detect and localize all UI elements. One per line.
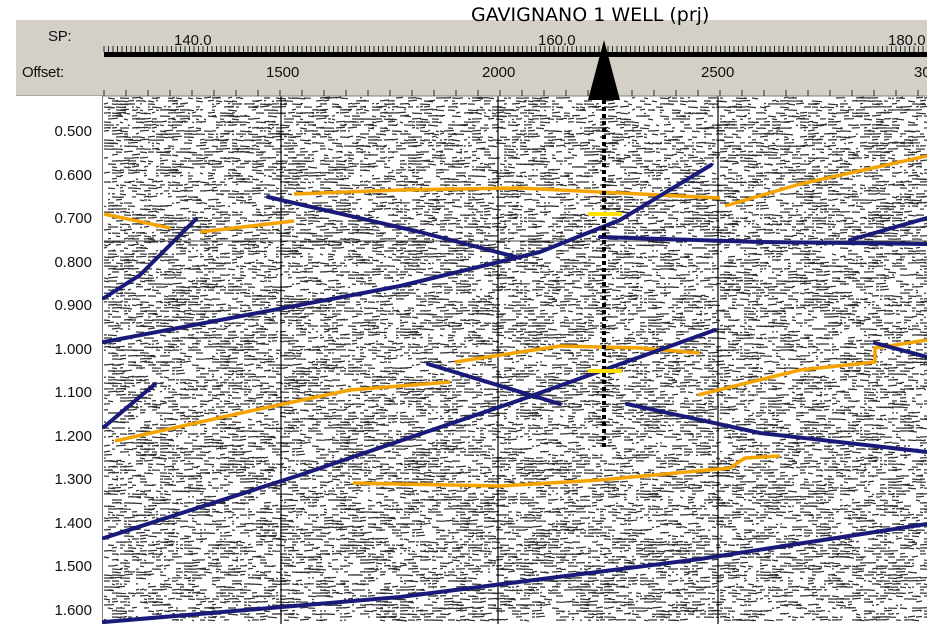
offset-tick-label: 2000 [482,64,516,81]
seismic-noise-texture [103,96,927,622]
horizon-line [199,219,295,234]
sp-ruler-ticks [103,46,924,52]
time-tick-label: 0.500 [54,123,92,140]
horizon-line [352,454,781,488]
offset-tick-label: 30 [914,64,927,81]
fault-line [625,402,927,454]
sp-tick-label: 140.0 [174,32,212,49]
horizon-line [103,212,171,230]
sp-label: SP: [48,28,72,45]
horizon-line [697,338,927,397]
time-tick-label: 0.900 [54,297,92,314]
time-tick-label: 1.000 [54,340,92,358]
time-axis-gutter [16,96,102,624]
time-tick-label: 0.600 [54,166,92,184]
horizon-line [454,344,701,364]
well-track [588,40,622,450]
fault-line [848,216,927,242]
time-tick-label: 1.300 [54,471,92,488]
offset-tick-label: 1500 [266,64,300,81]
fault-line [102,382,157,429]
horizon-line [114,380,451,443]
section-header: SP: Offset: 140.0 160.0 180.0 1500 2000 … [16,20,927,96]
fault-line [102,163,713,344]
sp-ruler-bar [104,52,927,57]
offset-ruler-ticks [103,90,919,96]
time-tick-label: 1.400 [54,514,92,532]
fault-line [873,341,927,359]
horizon-line [724,154,927,208]
horizon-line [293,186,721,200]
time-tick-label: 1.500 [54,558,92,575]
fault-line [266,195,522,260]
sp-ruler [103,46,927,96]
time-tick-label: 1.600 [54,601,92,619]
fault-lines [16,131,927,624]
offset-tick-label: 2500 [701,64,735,81]
fault-line [102,217,198,300]
time-tick-label: 0.800 [54,253,92,271]
time-tick-label: 0.700 [54,210,92,227]
sp-tick-label: 160.0 [538,32,576,49]
time-tick-label: 1.100 [54,384,92,401]
time-tick-label: 1.200 [54,427,92,445]
well-marker-icon [588,40,620,100]
fault-line [102,522,927,624]
seismic-noise [103,96,927,622]
horizon-lines [103,154,927,488]
fault-line [102,328,717,540]
sp-tick-label: 180.0 [888,32,926,49]
offset-label: Offset: [22,64,64,81]
fault-line [598,235,927,246]
well-title: GAVIGNANO 1 WELL (prj) [471,4,710,26]
fault-line [426,362,562,406]
